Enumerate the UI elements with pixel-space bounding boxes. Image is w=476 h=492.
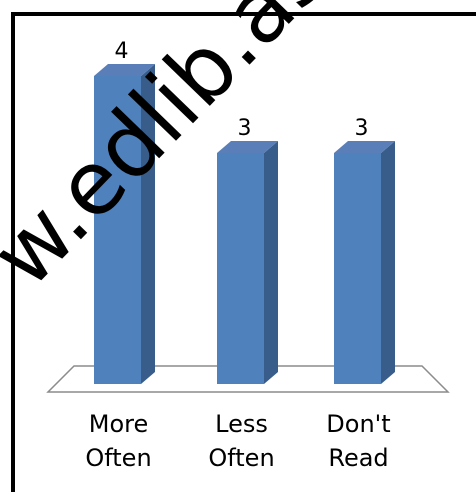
bar-side	[381, 141, 395, 384]
x-tick-label: Often	[208, 444, 274, 472]
bar	[94, 76, 141, 384]
x-tick-label: Read	[328, 444, 388, 472]
x-tick-label: Don't	[326, 410, 390, 438]
bar	[334, 153, 381, 384]
bar-side	[141, 64, 155, 384]
data-label: 3	[238, 116, 252, 141]
data-labels-group: 4 3 3	[115, 39, 369, 141]
data-label: 4	[115, 39, 129, 64]
x-tick-label: Often	[85, 444, 151, 472]
data-label: 3	[355, 116, 369, 141]
bar-side	[264, 141, 278, 384]
bar-top	[94, 64, 155, 76]
x-axis-labels: More Often Less Often Don't Read	[85, 410, 390, 472]
bar	[217, 153, 264, 384]
chart-frame	[11, 12, 476, 492]
bars-group	[94, 64, 395, 384]
bar-top	[217, 141, 278, 153]
x-tick-label: More	[89, 410, 149, 438]
watermark-text: w.edlib.asc	[0, 0, 380, 307]
x-tick-label: Less	[215, 410, 268, 438]
bar-top	[334, 141, 395, 153]
